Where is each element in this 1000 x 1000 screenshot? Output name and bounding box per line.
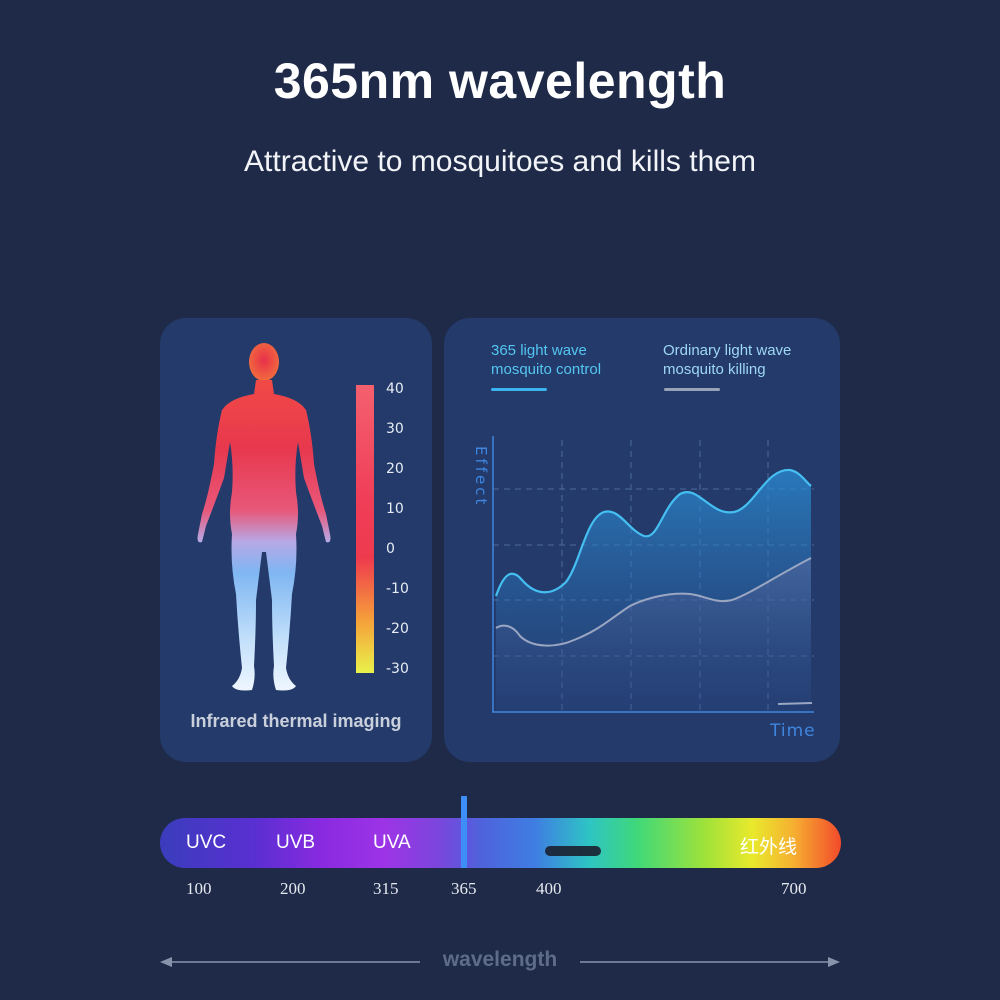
tick-700: 700 xyxy=(781,879,807,898)
legend-ordinary-light-wave: Ordinary light wave mosquito killing xyxy=(663,341,791,379)
thermal-caption: Infrared thermal imaging xyxy=(190,711,402,731)
wavelength-arrow xyxy=(160,957,840,967)
legend-ordinary-line2: mosquito killing xyxy=(663,361,766,378)
chart-tail-mark xyxy=(777,702,813,705)
spectrum-smudge xyxy=(545,846,601,856)
effect-chart-panel: 365 light wave mosquito control Ordinary… xyxy=(444,318,840,762)
temperature-color-scale xyxy=(356,385,374,673)
365nm-marker xyxy=(461,796,467,868)
y-axis-label: Effect xyxy=(472,446,490,508)
band-infrared: 红外线 xyxy=(740,836,798,858)
light-spectrum-bar xyxy=(160,818,841,868)
page-subtitle: Attractive to mosquitoes and kills them xyxy=(244,145,756,178)
band-uvb: UVB xyxy=(276,832,316,853)
thermal-imaging-panel: 40 30 20 10 0 -10 -20 -30 Infrared therm… xyxy=(160,318,432,762)
scale-label-0: 0 xyxy=(386,541,395,557)
scale-label-30: 30 xyxy=(386,421,404,437)
series-ordinary-area xyxy=(496,558,811,711)
x-axis-label: Time xyxy=(770,721,816,741)
human-body-thermal-figure xyxy=(197,343,331,691)
legend-ordinary-swatch xyxy=(664,388,720,391)
tick-365: 365 xyxy=(451,879,477,898)
scale-label-minus-20: -20 xyxy=(386,621,409,637)
band-uvc: UVC xyxy=(186,832,227,853)
page-title: 365nm wavelength xyxy=(273,53,727,109)
band-uva: UVA xyxy=(373,832,411,853)
scale-label-minus-10: -10 xyxy=(386,581,409,597)
scale-label-minus-30: -30 xyxy=(386,661,409,677)
tick-200: 200 xyxy=(280,879,306,898)
legend-365-line2: mosquito control xyxy=(491,361,602,378)
legend-365-line1: 365 light wave xyxy=(491,342,587,359)
legend-365-swatch xyxy=(491,388,547,391)
scale-label-40: 40 xyxy=(386,381,404,397)
scale-label-20: 20 xyxy=(386,461,404,477)
wavelength-label: wavelength xyxy=(442,948,558,971)
tick-400: 400 xyxy=(536,879,562,898)
legend-365-light-wave: 365 light wave mosquito control xyxy=(491,341,601,379)
series-ordinary-light-wave-line xyxy=(495,557,812,647)
legend-ordinary-line1: Ordinary light wave xyxy=(663,342,792,359)
effect-chart xyxy=(492,436,814,713)
scale-label-10: 10 xyxy=(386,501,404,517)
series-365-light-wave-line xyxy=(494,468,812,597)
tick-100: 100 xyxy=(186,879,212,898)
tick-315: 315 xyxy=(373,879,399,898)
